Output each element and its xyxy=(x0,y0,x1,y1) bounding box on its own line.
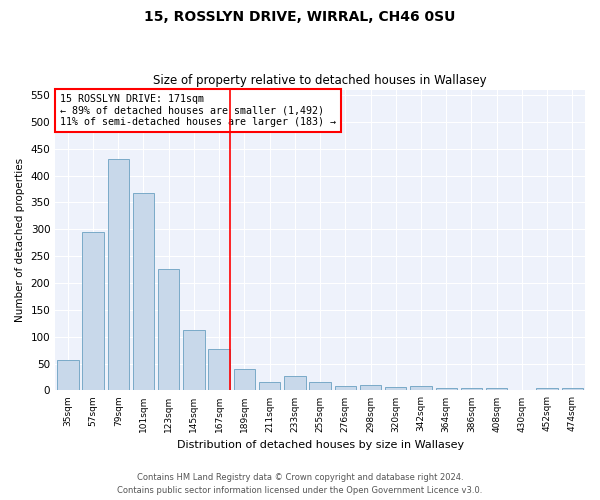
Bar xyxy=(562,388,583,390)
Bar xyxy=(107,160,129,390)
Bar xyxy=(158,269,179,390)
Bar xyxy=(82,232,104,390)
Bar xyxy=(133,192,154,390)
Y-axis label: Number of detached properties: Number of detached properties xyxy=(15,158,25,322)
Bar xyxy=(536,388,558,390)
Text: Contains HM Land Registry data © Crown copyright and database right 2024.
Contai: Contains HM Land Registry data © Crown c… xyxy=(118,474,482,495)
Bar xyxy=(385,387,406,390)
Bar xyxy=(410,386,432,390)
Bar xyxy=(208,348,230,391)
Bar xyxy=(461,388,482,390)
Bar xyxy=(310,382,331,390)
Bar xyxy=(335,386,356,390)
Title: Size of property relative to detached houses in Wallasey: Size of property relative to detached ho… xyxy=(153,74,487,87)
X-axis label: Distribution of detached houses by size in Wallasey: Distribution of detached houses by size … xyxy=(176,440,464,450)
Bar xyxy=(57,360,79,390)
Bar xyxy=(284,376,305,390)
Bar xyxy=(183,330,205,390)
Text: 15, ROSSLYN DRIVE, WIRRAL, CH46 0SU: 15, ROSSLYN DRIVE, WIRRAL, CH46 0SU xyxy=(145,10,455,24)
Bar xyxy=(233,369,255,390)
Bar xyxy=(486,388,508,390)
Bar xyxy=(436,388,457,390)
Text: 15 ROSSLYN DRIVE: 171sqm
← 89% of detached houses are smaller (1,492)
11% of sem: 15 ROSSLYN DRIVE: 171sqm ← 89% of detach… xyxy=(61,94,337,128)
Bar xyxy=(259,382,280,390)
Bar xyxy=(360,384,381,390)
